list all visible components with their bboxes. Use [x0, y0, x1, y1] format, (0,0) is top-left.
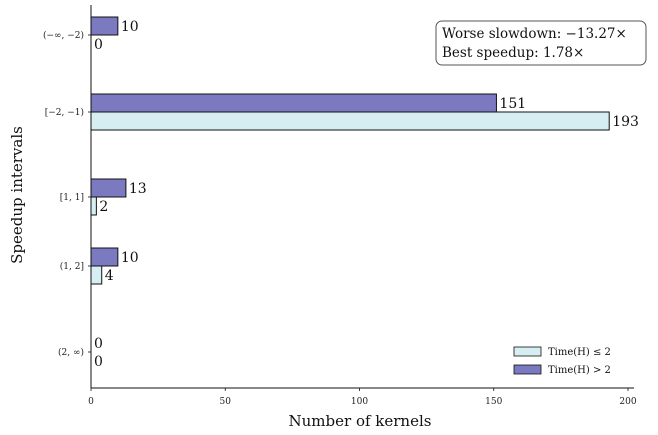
data-label-time-gt2: 13 — [129, 181, 147, 197]
x-tick-label: 200 — [619, 397, 636, 407]
bar-time-le2 — [91, 266, 102, 284]
data-label-time-gt2: 10 — [121, 19, 139, 35]
y-tick-label: [1, 1] — [60, 193, 84, 203]
legend-label-gt2: Time(H) > 2 — [548, 365, 611, 376]
annotation-best-label: Best speedup: — [442, 45, 539, 61]
x-tick-label: 50 — [220, 397, 232, 407]
data-label-time-gt2: 10 — [121, 250, 139, 266]
data-label-time-le2: 0 — [94, 354, 103, 370]
x-axis-title: Number of kernels — [289, 412, 432, 430]
annotation-worst-label: Worse slowdown: — [442, 26, 561, 42]
y-tick-label: (2, ∞) — [58, 347, 84, 358]
bar-time-gt2 — [91, 179, 126, 197]
y-tick-label: (−∞, −2) — [43, 30, 84, 41]
bar-time-le2 — [91, 197, 96, 215]
data-label-time-gt2: 0 — [94, 336, 103, 352]
legend-swatch-le2 — [514, 347, 541, 356]
data-label-time-gt2: 151 — [499, 96, 526, 112]
x-tick-label: 150 — [485, 397, 502, 407]
svg-text:Best speedup: 1.78×: Best speedup: 1.78× — [442, 45, 584, 61]
y-tick-label: [−2, −1) — [45, 107, 84, 118]
legend-label-le2: Time(H) ≤ 2 — [548, 347, 611, 358]
y-tick-label: (1, 2] — [60, 261, 84, 272]
legend-swatch-gt2 — [514, 365, 541, 374]
annotation-best-value: 1.78× — [543, 45, 584, 61]
data-label-time-le2: 0 — [94, 37, 103, 53]
annotation-worst-value: −13.27× — [566, 26, 627, 42]
legend: Time(H) ≤ 2 Time(H) > 2 — [514, 347, 611, 376]
x-tick-label: 0 — [88, 397, 94, 407]
data-label-time-le2: 2 — [99, 199, 108, 215]
y-axis-title: Speedup intervals — [8, 126, 26, 264]
svg-text:Worse slowdown: −13.27×: Worse slowdown: −13.27× — [442, 26, 627, 42]
data-label-time-le2: 4 — [105, 268, 114, 284]
bar-time-gt2 — [91, 17, 118, 35]
bar-time-le2 — [91, 112, 609, 130]
annotation-box: Worse slowdown: −13.27× Best speedup: 1.… — [436, 21, 646, 65]
bar-time-gt2 — [91, 248, 118, 266]
data-label-time-le2: 193 — [612, 114, 639, 130]
x-tick-label: 100 — [351, 397, 368, 407]
chart-data-labels: 0 193 2 4 0 10 151 13 10 0 — [94, 19, 639, 370]
bar-time-gt2 — [91, 94, 496, 112]
